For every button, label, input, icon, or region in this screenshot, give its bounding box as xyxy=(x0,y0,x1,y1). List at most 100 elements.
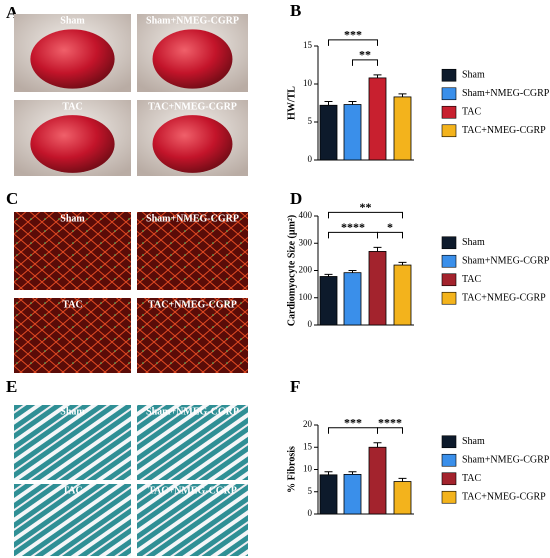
legend-label: Sham xyxy=(462,237,485,248)
legend-label: Sham xyxy=(462,70,485,81)
error-bar xyxy=(398,93,407,97)
error-bar xyxy=(324,273,333,277)
legend-label: Sham xyxy=(462,436,485,447)
heart xyxy=(152,29,233,89)
micrograph xyxy=(14,212,131,290)
error-bar xyxy=(373,246,382,252)
y-tick-label: 300 xyxy=(299,237,313,247)
legend-swatch xyxy=(441,273,457,287)
y-tick-label: 15 xyxy=(303,441,313,451)
error-bar xyxy=(373,442,382,448)
micrograph xyxy=(14,298,131,373)
significance-label: *** xyxy=(344,28,362,42)
panel-letter: E xyxy=(6,377,17,396)
bar xyxy=(319,474,338,515)
image-label: TAC xyxy=(62,485,82,496)
y-axis-title: HW/TL xyxy=(286,86,297,120)
legend-swatch xyxy=(441,68,457,82)
image-label: TAC xyxy=(62,299,82,310)
legend-swatch xyxy=(441,453,457,467)
heart xyxy=(152,115,233,173)
legend-swatch xyxy=(441,291,457,305)
y-tick-label: 5 xyxy=(308,486,313,496)
significance-label: * xyxy=(387,220,393,234)
y-tick-label: 0 xyxy=(308,508,313,518)
significance-bracket xyxy=(377,427,403,434)
bar xyxy=(393,481,412,515)
y-tick-label: 20 xyxy=(303,419,313,429)
y-tick-label: 0 xyxy=(308,319,313,329)
bar xyxy=(368,251,387,326)
panel-letter: F xyxy=(290,377,300,396)
legend-swatch xyxy=(441,435,457,449)
bar xyxy=(368,446,387,515)
panel-letter: B xyxy=(290,1,301,20)
legend-swatch xyxy=(441,472,457,486)
image-label: TAC+NMEG-CGRP xyxy=(148,485,237,496)
error-bar xyxy=(348,100,357,105)
image-label: Sham+NMEG-CGRP xyxy=(146,213,239,224)
image-label: TAC+NMEG-CGRP xyxy=(148,101,237,112)
bar xyxy=(393,264,412,326)
significance-label: ** xyxy=(360,200,372,214)
image-label: TAC+NMEG-CGRP xyxy=(148,299,237,310)
legend-swatch xyxy=(441,124,457,138)
bar xyxy=(343,473,362,515)
legend-label: TAC+NMEG-CGRP xyxy=(462,125,546,136)
panel-letter: C xyxy=(6,189,18,208)
micrograph xyxy=(137,298,248,373)
legend-swatch xyxy=(441,236,457,250)
panel-letter: D xyxy=(290,189,302,208)
legend-swatch xyxy=(441,105,457,119)
error-bar xyxy=(324,100,333,106)
y-tick-label: 200 xyxy=(299,265,313,275)
bar xyxy=(343,104,362,161)
y-tick-label: 10 xyxy=(303,78,313,88)
legend-swatch xyxy=(441,87,457,101)
y-axis-title: Cardiomyocyte Size (μm²) xyxy=(286,215,297,326)
legend-label: TAC+NMEG-CGRP xyxy=(462,293,546,304)
legend-label: TAC xyxy=(462,473,482,484)
image-label: Sham+NMEG-CGRP xyxy=(146,15,239,26)
bar xyxy=(319,104,338,161)
significance-bracket xyxy=(352,59,378,66)
y-tick-label: 0 xyxy=(308,154,313,164)
legend-label: TAC xyxy=(462,107,482,118)
micrograph xyxy=(14,405,131,480)
micrograph xyxy=(137,484,248,556)
image-label: Sham xyxy=(60,15,85,26)
bar xyxy=(343,272,362,326)
error-bar xyxy=(348,270,357,273)
image-label: Sham xyxy=(60,213,85,224)
legend-label: TAC+NMEG-CGRP xyxy=(462,492,546,503)
significance-label: *** xyxy=(344,416,362,430)
heart xyxy=(30,115,115,173)
error-bar xyxy=(324,471,333,475)
y-axis-title: % Fibrosis xyxy=(286,446,297,493)
significance-bracket xyxy=(377,231,403,239)
significance-bracket xyxy=(328,39,378,46)
bar xyxy=(393,96,412,161)
image-label: Sham xyxy=(60,406,85,417)
error-bar xyxy=(373,74,382,78)
bar xyxy=(319,276,338,326)
error-bar xyxy=(398,261,407,266)
legend-label: Sham+NMEG-CGRP xyxy=(462,88,550,99)
y-tick-label: 400 xyxy=(299,210,313,220)
legend-label: Sham+NMEG-CGRP xyxy=(462,256,550,267)
significance-bracket xyxy=(328,211,403,219)
bar xyxy=(368,77,387,161)
y-tick-label: 10 xyxy=(303,464,313,474)
y-tick-label: 15 xyxy=(303,40,313,50)
error-bar xyxy=(348,471,357,475)
legend-label: TAC xyxy=(462,274,482,285)
micrograph xyxy=(137,212,248,290)
error-bar xyxy=(398,477,407,482)
micrograph xyxy=(137,405,248,480)
image-label: Sham+NMEG-CGRP xyxy=(146,406,239,417)
y-tick-label: 5 xyxy=(308,116,313,126)
legend-label: Sham+NMEG-CGRP xyxy=(462,455,550,466)
legend-swatch xyxy=(441,490,457,504)
image-label: TAC xyxy=(62,101,82,112)
